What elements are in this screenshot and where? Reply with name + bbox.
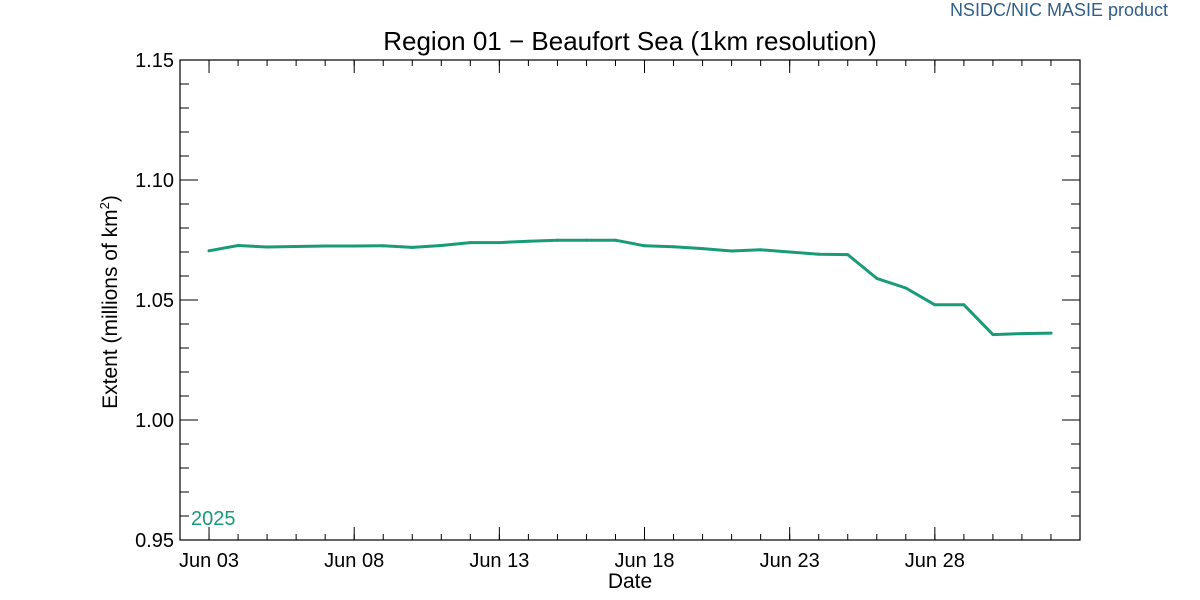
y-tick-label: 0.95: [135, 530, 174, 552]
data-point: [439, 244, 443, 248]
data-point: [613, 238, 617, 242]
x-axis: Jun 03 Jun 08 Jun 13 Jun 18 Jun 23 Jun 28: [179, 60, 1081, 572]
data-point: [933, 303, 937, 307]
data-point: [1020, 332, 1024, 336]
data-point: [846, 253, 850, 257]
data-point: [991, 333, 995, 337]
y-axis: 0.95 1.00 1.05 1.10 1.15: [135, 50, 1080, 552]
data-point: [643, 244, 647, 248]
data-point: [584, 238, 588, 242]
data-point: [410, 245, 414, 249]
series-line-2025: [207, 238, 1053, 337]
x-tick-label: Jun 28: [905, 550, 965, 572]
series-layer: [207, 238, 1053, 337]
series-year-label: 2025: [191, 508, 236, 530]
data-point: [904, 286, 908, 290]
data-point: [497, 241, 501, 245]
chart-title: Region 01 − Beaufort Sea (1km resolution…: [383, 26, 877, 56]
data-point: [962, 303, 966, 307]
x-tick-label: Jun 03: [179, 550, 239, 572]
data-point: [265, 245, 269, 249]
data-point: [236, 244, 240, 248]
data-point: [788, 250, 792, 254]
data-point: [294, 244, 298, 248]
data-point: [759, 248, 763, 252]
x-axis-label: Date: [607, 570, 653, 593]
plot-frame: [179, 59, 1081, 541]
data-point: [526, 239, 530, 243]
x-tick-label: Jun 18: [614, 550, 674, 572]
product-credit: NSIDC/NIC MASIE product: [949, 0, 1168, 20]
x-tick-label: Jun 13: [469, 550, 529, 572]
data-point: [730, 249, 734, 253]
y-tick-label: 1.15: [135, 50, 174, 72]
data-point: [207, 249, 211, 253]
data-point: [701, 247, 705, 251]
y-axis-label: Extent (millions of km2): [97, 195, 122, 409]
y-tick-label: 1.00: [135, 410, 174, 432]
data-point: [875, 276, 879, 280]
y-tick-label: 1.10: [135, 170, 174, 192]
data-point: [381, 244, 385, 248]
x-tick-label: Jun 23: [760, 550, 820, 572]
data-point: [1049, 331, 1053, 335]
data-point: [352, 244, 356, 248]
x-tick-label: Jun 08: [324, 550, 384, 572]
data-point: [468, 241, 472, 245]
data-point: [672, 245, 676, 249]
data-point: [555, 238, 559, 242]
data-point: [817, 252, 821, 256]
y-tick-label: 1.05: [135, 290, 174, 312]
data-point: [323, 244, 327, 248]
